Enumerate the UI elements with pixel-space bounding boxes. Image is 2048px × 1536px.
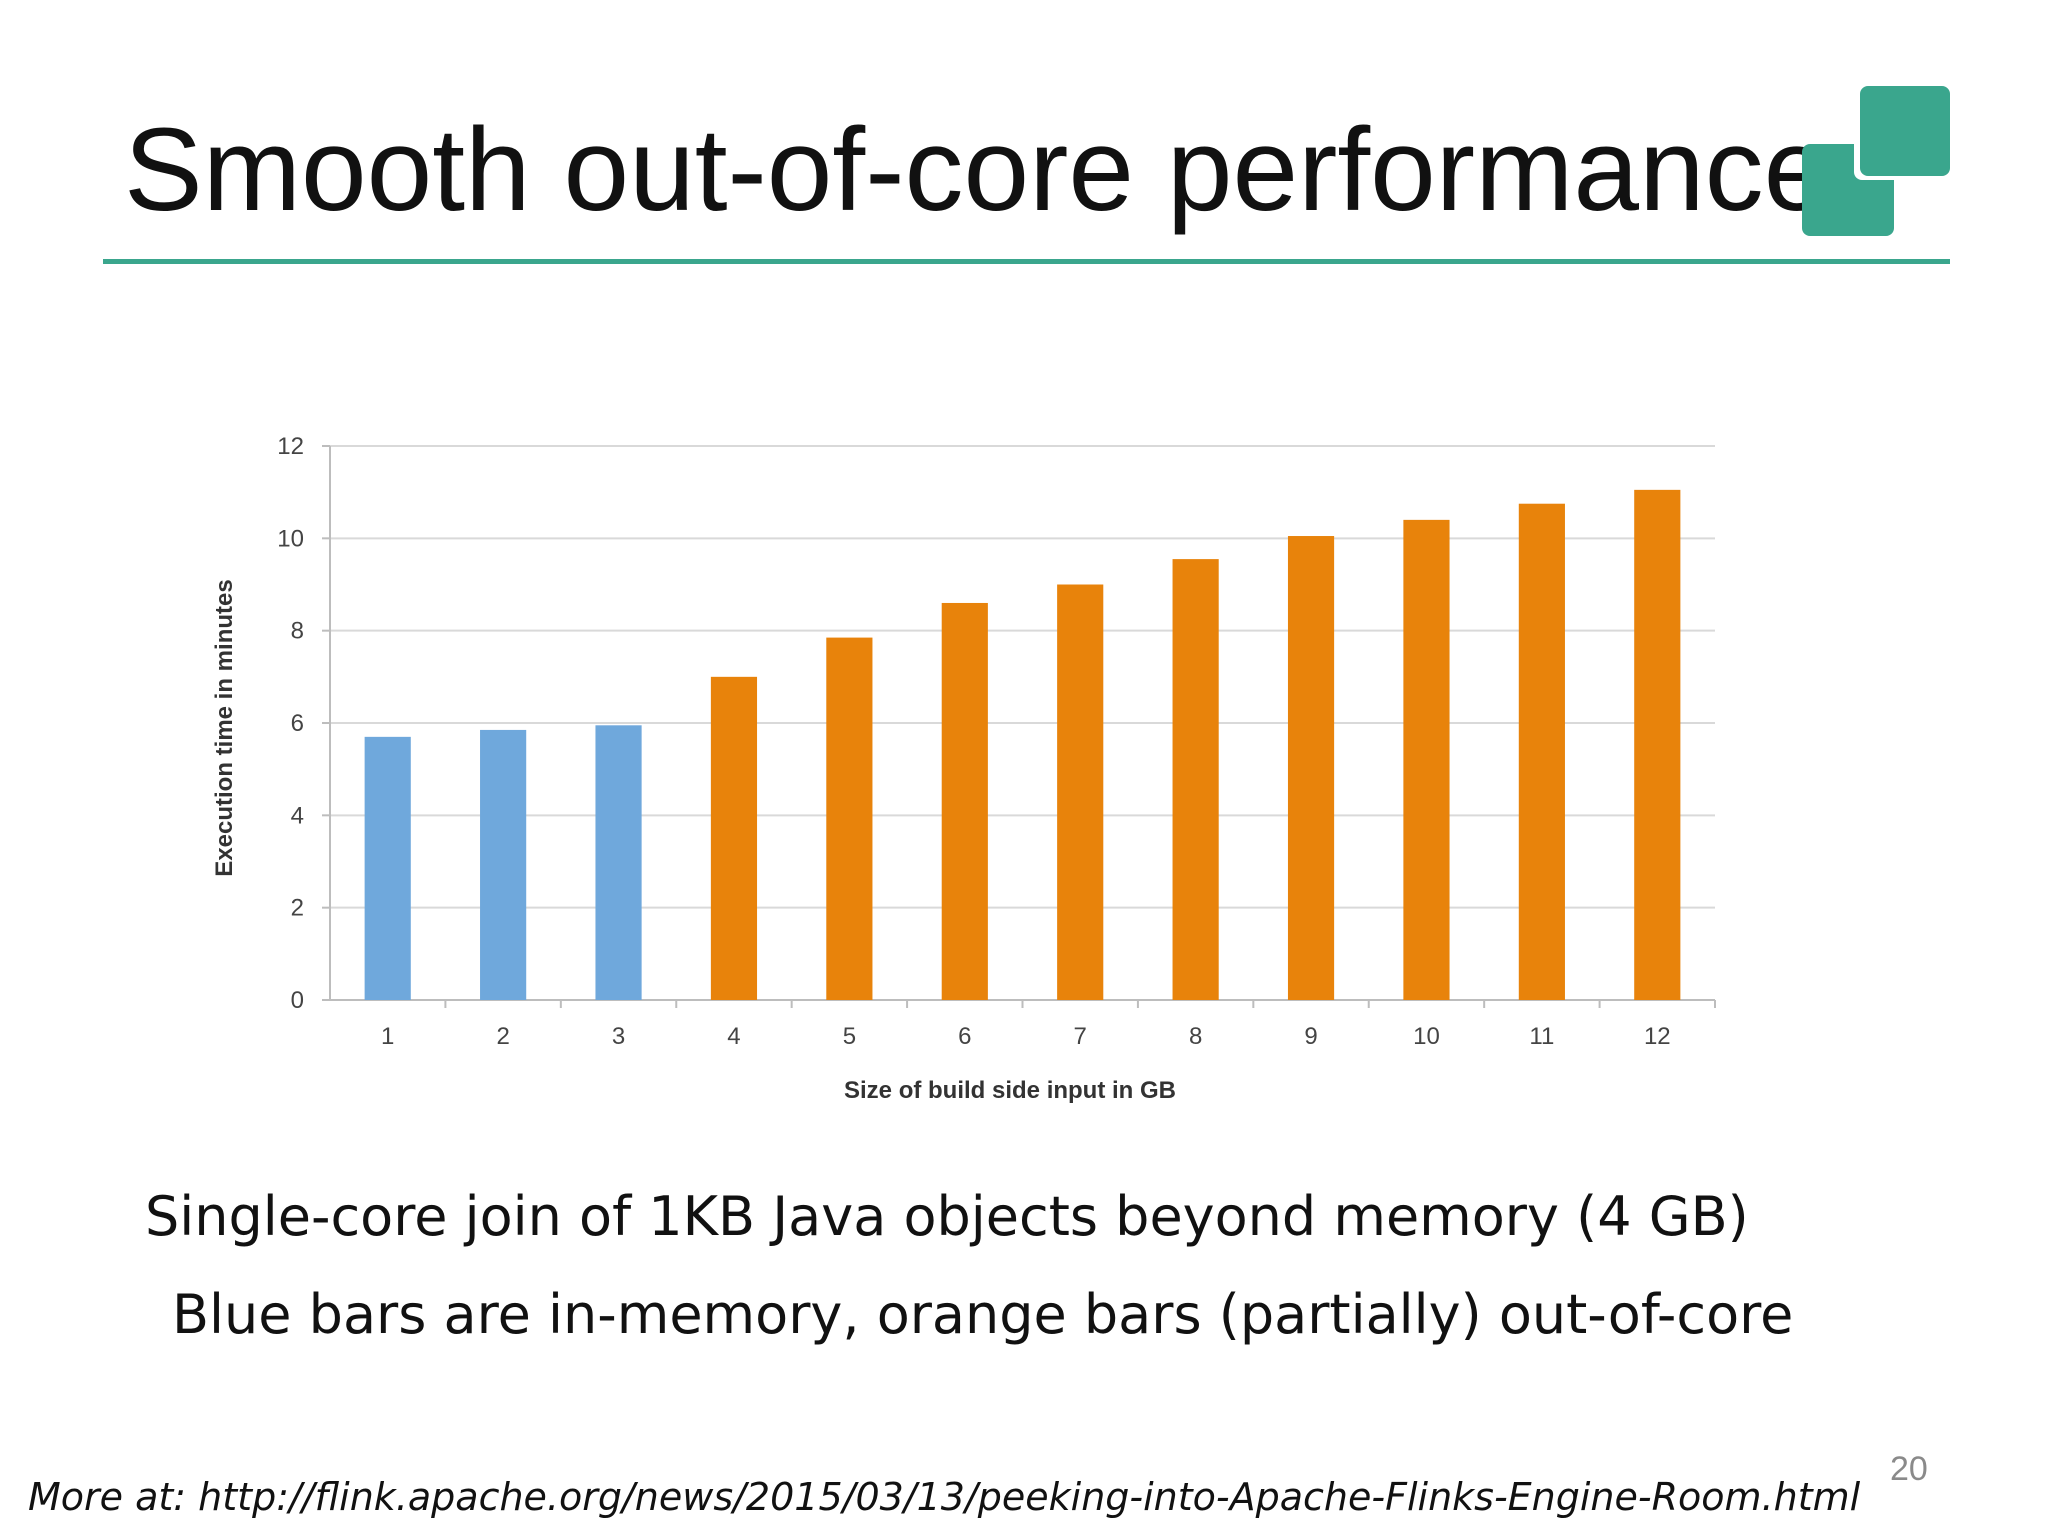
bar-11 [1518, 503, 1565, 1000]
title-divider [103, 259, 1950, 264]
x-tick-label: 4 [727, 1023, 740, 1050]
chart-gridlines [330, 445, 1715, 1001]
slide-title: Smooth out-of-core performance [124, 104, 1830, 236]
page-number: 20 [1890, 1450, 1928, 1488]
x-tick-label: 12 [1644, 1023, 1671, 1050]
y-tick-label: 0 [291, 987, 304, 1014]
caption-line-2: Blue bars are in-memory, orange bars (pa… [172, 1283, 1794, 1346]
source-link[interactable]: More at: http://flink.apache.org/news/20… [28, 1475, 1861, 1519]
bar-9 [1287, 536, 1335, 1000]
x-tick-label: 9 [1304, 1023, 1317, 1050]
x-tick-label: 1 [381, 1023, 394, 1050]
y-tick-label: 4 [291, 802, 304, 829]
x-tick-label: 10 [1413, 1023, 1440, 1050]
logo-icon [1802, 84, 1950, 236]
bar-chart: 0 2 4 6 8 10 12 1 2 3 4 5 6 7 8 9 10 11 12 Size of build s… [200, 410, 1760, 1130]
x-tick-label: 11 [1529, 1023, 1554, 1050]
y-tick-label: 6 [291, 710, 304, 737]
y-axis-title: Execution time in minutes [211, 579, 238, 876]
bar-3 [595, 725, 642, 1000]
bar-6 [941, 602, 988, 1000]
x-tick-label: 5 [843, 1023, 856, 1050]
bar-1 [364, 736, 411, 1000]
x-axis-title: Size of build side input in GB [844, 1077, 1176, 1104]
x-tick-label: 6 [958, 1023, 971, 1050]
x-tick-label: 3 [612, 1023, 625, 1050]
chart-bars [364, 489, 1681, 1000]
caption-line-1: Single-core join of 1KB Java objects bey… [145, 1185, 1749, 1248]
y-tick-label: 2 [291, 895, 304, 922]
bar-7 [1057, 584, 1104, 1000]
bar-12 [1634, 489, 1681, 1000]
bar-4 [710, 676, 758, 1000]
y-tick-label: 10 [277, 525, 304, 552]
x-tick-label: 8 [1189, 1023, 1202, 1050]
x-tick-label: 2 [496, 1023, 509, 1050]
bar-10 [1403, 519, 1450, 1000]
bar-5 [826, 637, 873, 1000]
x-tick-label: 7 [1074, 1023, 1087, 1050]
chart-axes [322, 445, 1716, 1008]
bar-8 [1172, 559, 1219, 1000]
y-tick-label: 8 [291, 618, 304, 645]
y-tick-label: 12 [277, 433, 304, 460]
bar-2 [480, 729, 527, 1000]
